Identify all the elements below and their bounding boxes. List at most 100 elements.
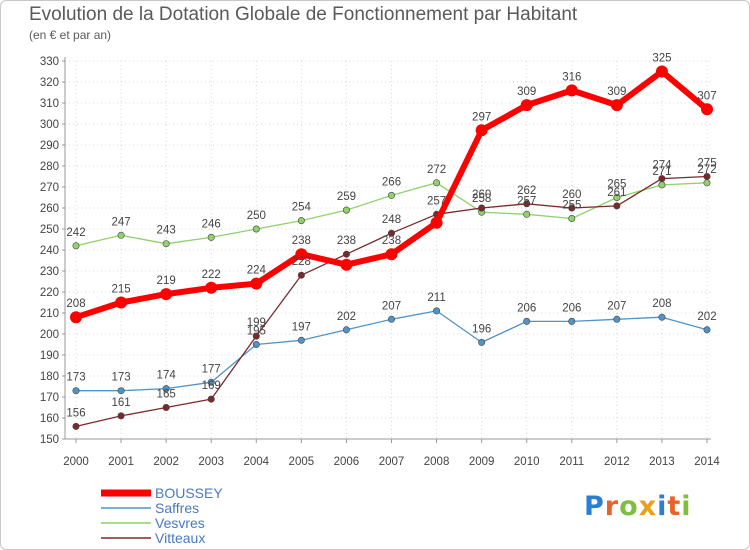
data-label-vitteaux: 228 — [292, 256, 311, 268]
logo-letter: t — [667, 491, 682, 522]
data-label-vitteaux: 261 — [607, 187, 626, 199]
data-point-boussey — [565, 84, 578, 97]
y-tick-label: 320 — [40, 77, 59, 89]
data-label-vitteaux: 165 — [157, 389, 176, 401]
data-point-vitteaux — [252, 332, 260, 340]
data-point-vitteaux — [387, 229, 395, 237]
data-point-saffres — [252, 340, 260, 348]
y-tick-label: 270 — [40, 182, 59, 194]
y-tick-label: 260 — [40, 203, 59, 215]
data-label-vitteaux: 156 — [66, 407, 85, 419]
data-label-vesvres: 243 — [157, 225, 176, 237]
data-label-saffres: 206 — [562, 302, 581, 314]
y-tick-label: 330 — [40, 56, 59, 68]
data-point-vesvres — [387, 191, 395, 199]
data-label-saffres: 207 — [382, 300, 401, 312]
y-tick-label: 150 — [40, 434, 59, 446]
data-label-vesvres: 259 — [337, 191, 356, 203]
data-point-vesvres — [117, 231, 125, 239]
data-label-boussey: 238 — [292, 235, 311, 247]
data-label-vitteaux: 161 — [111, 397, 130, 409]
data-label-vesvres: 250 — [247, 210, 266, 222]
data-label-boussey: 325 — [652, 53, 671, 65]
logo-letter: o — [619, 491, 639, 522]
data-point-saffres — [613, 315, 621, 323]
data-label-boussey: 238 — [382, 235, 401, 247]
data-point-saffres — [387, 315, 395, 323]
x-tick-label: 2000 — [63, 456, 89, 468]
legend-label-vesvres: Vesvres — [155, 515, 205, 531]
data-label-vitteaux: 260 — [562, 189, 581, 201]
data-label-boussey: 297 — [472, 111, 491, 123]
logo-letter: x — [638, 491, 658, 522]
data-point-boussey — [701, 103, 713, 116]
data-point-vesvres — [433, 179, 441, 187]
logo-letter: i — [657, 491, 668, 522]
data-label-boussey: 316 — [562, 71, 581, 83]
data-label-saffres: 173 — [111, 372, 130, 384]
data-label-vitteaux: 274 — [652, 160, 672, 172]
data-label-vitteaux: 257 — [427, 195, 446, 207]
data-point-boussey — [250, 277, 263, 290]
logo-letter: r — [604, 491, 620, 522]
data-point-vitteaux — [207, 395, 215, 403]
data-point-vitteaux — [613, 202, 621, 210]
data-point-boussey — [475, 124, 488, 137]
data-point-saffres — [72, 387, 80, 395]
y-tick-label: 280 — [40, 161, 59, 173]
x-tick-label: 2002 — [153, 456, 179, 468]
x-tick-label: 2003 — [198, 456, 224, 468]
data-label-boussey: 307 — [697, 90, 716, 102]
x-tick-label: 2014 — [694, 456, 720, 468]
data-point-vesvres — [342, 206, 350, 214]
data-label-vitteaux: 248 — [382, 214, 401, 226]
data-label-saffres: 202 — [697, 311, 716, 323]
data-point-saffres — [207, 378, 215, 386]
x-tick-label: 2010 — [514, 456, 540, 468]
data-label-vitteaux: 260 — [472, 189, 491, 201]
data-point-boussey — [115, 296, 128, 309]
x-tick-label: 2008 — [424, 456, 450, 468]
y-tick-label: 160 — [40, 413, 59, 425]
data-point-vesvres — [658, 181, 666, 189]
data-point-vesvres — [297, 217, 305, 225]
legend-label-vitteaux: Vitteaux — [155, 530, 205, 546]
data-label-vesvres: 258 — [472, 193, 491, 205]
data-point-vesvres — [523, 210, 531, 218]
y-tick-label: 300 — [40, 119, 59, 131]
data-label-vesvres: 271 — [652, 166, 671, 178]
data-label-boussey: 309 — [607, 86, 626, 98]
data-point-vitteaux — [297, 271, 305, 279]
y-tick-label: 290 — [40, 140, 59, 152]
data-label-boussey: 224 — [247, 265, 267, 277]
data-point-vesvres — [568, 215, 576, 223]
data-label-vesvres: 254 — [292, 202, 312, 214]
legend-label-boussey: BOUSSEY — [155, 485, 223, 501]
data-point-boussey — [610, 99, 623, 112]
data-point-vesvres — [162, 240, 170, 248]
data-label-saffres: 177 — [202, 363, 221, 375]
x-tick-label: 2011 — [559, 456, 584, 468]
x-tick-label: 2005 — [289, 456, 315, 468]
data-label-saffres: 173 — [66, 372, 85, 384]
data-label-vesvres: 265 — [607, 179, 626, 191]
data-point-saffres — [658, 313, 666, 321]
data-label-vesvres: 255 — [562, 200, 581, 212]
data-label-vesvres: 272 — [697, 164, 716, 176]
x-tick-label: 2007 — [379, 456, 405, 468]
data-label-layer: 208 215 219 222 224 238 238 297 309 316 309 325 307 1… — [66, 53, 716, 420]
data-label-boussey: 208 — [66, 298, 85, 310]
data-label-vitteaux: 262 — [517, 185, 536, 197]
data-label-saffres: 195 — [247, 326, 266, 338]
logo-letter: i — [681, 491, 692, 522]
data-point-boussey — [70, 311, 82, 324]
data-label-vitteaux: 275 — [697, 158, 716, 170]
data-label-saffres: 196 — [472, 323, 491, 335]
proxiti-logo: Proxiti — [584, 491, 692, 522]
data-point-boussey — [520, 99, 533, 112]
data-point-saffres — [703, 326, 711, 334]
data-label-vesvres: 247 — [111, 216, 130, 228]
data-point-vitteaux — [478, 204, 486, 212]
